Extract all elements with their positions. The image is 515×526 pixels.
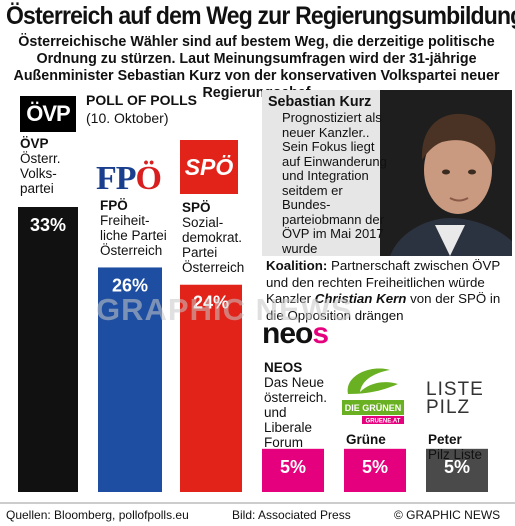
subtitle: Österreichische Wähler sind auf bestem W… [13, 34, 500, 101]
bar-value-label-0: 33% [30, 215, 66, 235]
party-label-1-0: FPÖ [100, 198, 128, 213]
footer [0, 502, 515, 526]
sources: Quellen: Bloomberg, pollofpolls.eu [6, 508, 189, 522]
party-label-5-0: Peter [428, 432, 463, 447]
party-label-3-2: österreich. [264, 390, 327, 405]
party-label-3-5: Forum [264, 435, 303, 450]
bar-value-label-5: 5% [444, 457, 470, 477]
party-label-1-1: Freiheit- [100, 213, 150, 228]
bar-0 [18, 207, 78, 492]
party-label-3-1: Das Neue [264, 375, 324, 390]
kurz-photo [380, 90, 512, 256]
bar-4 [344, 448, 406, 492]
poll-date: (10. Oktober) [86, 110, 169, 126]
party-label-3-4: Liberale [264, 420, 312, 435]
party-label-3-0: NEOS [264, 360, 302, 375]
profile-panel: Sebastian Kurz Prognostiziert als neuer … [262, 90, 512, 256]
party-label-0-3: partei [20, 181, 54, 196]
page-title: Österreich auf dem Weg zur Regierungsumb… [6, 2, 515, 30]
party-label-0-0: ÖVP [20, 136, 49, 151]
gruene-logo: DIE GRÜNEN GRUENE.AT [340, 364, 406, 426]
bar-1 [98, 267, 162, 492]
bar-5 [426, 448, 488, 492]
party-label-0-2: Volks- [20, 166, 57, 181]
fpo-logo: FPÖ [96, 160, 162, 197]
bar-value-label-4: 5% [362, 457, 388, 477]
party-label-2-2: demokrat. [182, 230, 242, 245]
oevp-logo: ÖVP [20, 96, 76, 132]
copyright: © GRAPHIC NEWS [394, 508, 501, 522]
party-label-2-0: SPÖ [182, 200, 211, 215]
poll-bar-chart: 33%ÖVPÖsterr.Volks-partei26%FPÖFreiheit-… [18, 136, 488, 492]
party-label-4-0: Grüne [346, 432, 386, 447]
pilz-logo: LISTE PILZ [426, 379, 484, 418]
person-name: Sebastian Kurz [268, 94, 372, 110]
watermark: GRAPHIC NEWS [96, 292, 353, 327]
coalition-note: Koalition: Partnerschaft zwischen ÖVP un… [266, 258, 501, 323]
svg-text:DIE GRÜNEN: DIE GRÜNEN [345, 403, 402, 413]
party-label-3-3: und [264, 405, 287, 420]
poll-title: POLL OF POLLS [86, 92, 197, 108]
photo-credit: Bild: Associated Press [232, 508, 351, 522]
party-label-2-4: Österreich [182, 260, 244, 275]
person-text: Prognostiziert als neuer Kanzler.. Sein … [282, 110, 387, 256]
party-label-2-1: Sozial- [182, 215, 223, 230]
neos-logo: neos [262, 317, 329, 350]
party-label-5-1: Pilz Liste [428, 447, 482, 462]
bar-value-label-1: 26% [112, 275, 148, 295]
party-label-2-3: Partei [182, 245, 217, 260]
bar-2 [180, 284, 242, 492]
party-label-1-3: Österreich [100, 243, 162, 258]
svg-text:GRUENE.AT: GRUENE.AT [366, 419, 401, 425]
bar-value-label-2: 24% [193, 293, 229, 313]
bar-3 [262, 448, 324, 492]
spo-logo: SPÖ [180, 140, 238, 194]
party-label-1-2: liche Partei [100, 228, 167, 243]
party-label-0-1: Österr. [20, 151, 61, 166]
bar-value-label-3: 5% [280, 457, 306, 477]
